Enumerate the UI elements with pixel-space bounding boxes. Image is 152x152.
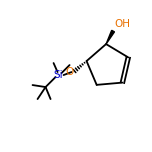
Text: OH: OH: [114, 19, 130, 29]
Polygon shape: [106, 30, 114, 44]
Text: Si: Si: [54, 70, 63, 80]
Text: O: O: [65, 67, 74, 77]
